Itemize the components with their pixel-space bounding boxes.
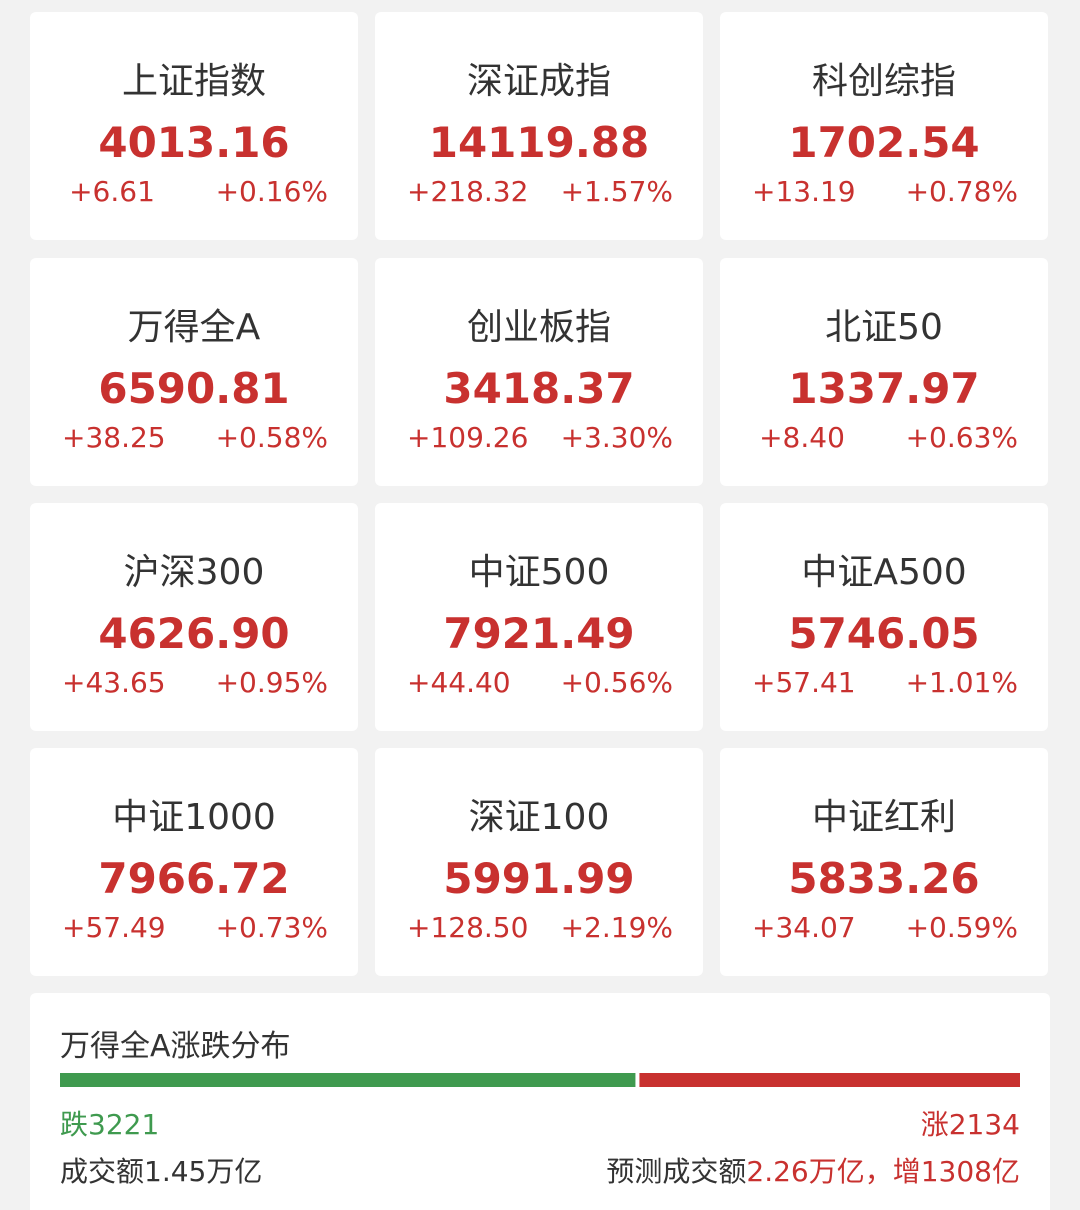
index-card: 深证100 5991.99 +128.50 +2.19% [375, 748, 703, 976]
index-pct: +0.59% [905, 911, 1018, 944]
index-value: 4626.90 [98, 609, 290, 658]
index-card: 万得全A 6590.81 +38.25 +0.58% [30, 258, 358, 486]
index-pct: +0.78% [905, 175, 1018, 208]
index-name: 创业板指 [466, 307, 611, 348]
index-name: 沪深300 [123, 552, 265, 593]
index-pct: +2.19% [560, 911, 673, 944]
index-name: 中证1000 [112, 797, 276, 838]
index-card: 中证红利 5833.26 +34.07 +0.59% [720, 748, 1048, 976]
index-value: 5746.05 [788, 609, 980, 658]
up-bar [639, 1073, 1020, 1087]
index-name: 深证100 [468, 797, 610, 838]
index-value: 3418.37 [443, 364, 635, 413]
breadth-panel: 万得全A涨跌分布 跌3221 涨2134 成交额1.45万亿 预测成交额2.26… [30, 993, 1050, 1210]
index-change: +57.49 [62, 911, 166, 944]
up-value: 2134 [948, 1108, 1020, 1141]
index-value: 7921.49 [443, 609, 635, 658]
index-change: +6.61 [69, 175, 155, 208]
index-value: 1337.97 [788, 364, 980, 413]
index-pct: +0.73% [215, 911, 328, 944]
forecast-value: 2.26万亿，增1308亿 [746, 1155, 1020, 1188]
index-card: 深证成指 14119.88 +218.32 +1.57% [375, 12, 703, 240]
index-card: 上证指数 4013.16 +6.61 +0.16% [30, 12, 358, 240]
down-label: 跌 [60, 1108, 89, 1141]
forecast: 预测成交额2.26万亿，增1308亿 [606, 1150, 1020, 1190]
index-change: +57.41 [752, 666, 856, 699]
index-change: +44.40 [407, 666, 511, 699]
index-card: 北证50 1337.97 +8.40 +0.63% [720, 258, 1048, 486]
index-value: 7966.72 [98, 854, 290, 903]
index-name: 中证500 [468, 552, 610, 593]
index-change: +38.25 [62, 421, 166, 454]
index-card: 科创综指 1702.54 +13.19 +0.78% [720, 12, 1048, 240]
index-value: 14119.88 [428, 118, 650, 167]
index-value: 6590.81 [98, 364, 290, 413]
index-name: 万得全A [127, 307, 261, 348]
index-value: 1702.54 [788, 118, 980, 167]
index-name: 深证成指 [466, 61, 611, 102]
breadth-title: 万得全A涨跌分布 [60, 1029, 291, 1064]
turnover-label: 成交额 [60, 1155, 145, 1188]
index-change: +218.32 [407, 175, 529, 208]
index-pct: +0.56% [560, 666, 673, 699]
turnover-value: 1.45万亿 [144, 1155, 263, 1188]
breadth-bar [60, 1073, 1020, 1087]
forecast-label: 预测成交额 [606, 1155, 747, 1188]
index-pct: +0.95% [215, 666, 328, 699]
index-card: 中证A500 5746.05 +57.41 +1.01% [720, 503, 1048, 731]
up-count: 涨2134 [921, 1103, 1020, 1143]
index-pct: +0.63% [905, 421, 1018, 454]
down-count: 跌3221 [60, 1103, 159, 1143]
index-name: 上证指数 [121, 61, 266, 102]
index-change: +128.50 [407, 911, 529, 944]
index-name: 北证50 [825, 307, 943, 348]
index-value: 5833.26 [788, 854, 980, 903]
index-name: 中证A500 [801, 552, 967, 593]
index-change: +34.07 [752, 911, 856, 944]
index-card: 创业板指 3418.37 +109.26 +3.30% [375, 258, 703, 486]
index-change: +8.40 [759, 421, 845, 454]
index-card: 中证500 7921.49 +44.40 +0.56% [375, 503, 703, 731]
down-bar [60, 1073, 636, 1087]
index-pct: +0.16% [215, 175, 328, 208]
index-card: 中证1000 7966.72 +57.49 +0.73% [30, 748, 358, 976]
index-pct: +1.01% [905, 666, 1018, 699]
turnover: 成交额1.45万亿 [60, 1150, 262, 1190]
index-name: 科创综指 [811, 61, 956, 102]
up-label: 涨 [920, 1108, 949, 1141]
down-value: 3221 [88, 1108, 160, 1141]
index-pct: +0.58% [215, 421, 328, 454]
index-change: +43.65 [62, 666, 166, 699]
index-change: +13.19 [752, 175, 856, 208]
index-value: 5991.99 [443, 854, 635, 903]
index-value: 4013.16 [98, 118, 290, 167]
index-pct: +3.30% [560, 421, 673, 454]
index-pct: +1.57% [560, 175, 673, 208]
index-change: +109.26 [407, 421, 529, 454]
index-name: 中证红利 [811, 797, 956, 838]
index-card: 沪深300 4626.90 +43.65 +0.95% [30, 503, 358, 731]
